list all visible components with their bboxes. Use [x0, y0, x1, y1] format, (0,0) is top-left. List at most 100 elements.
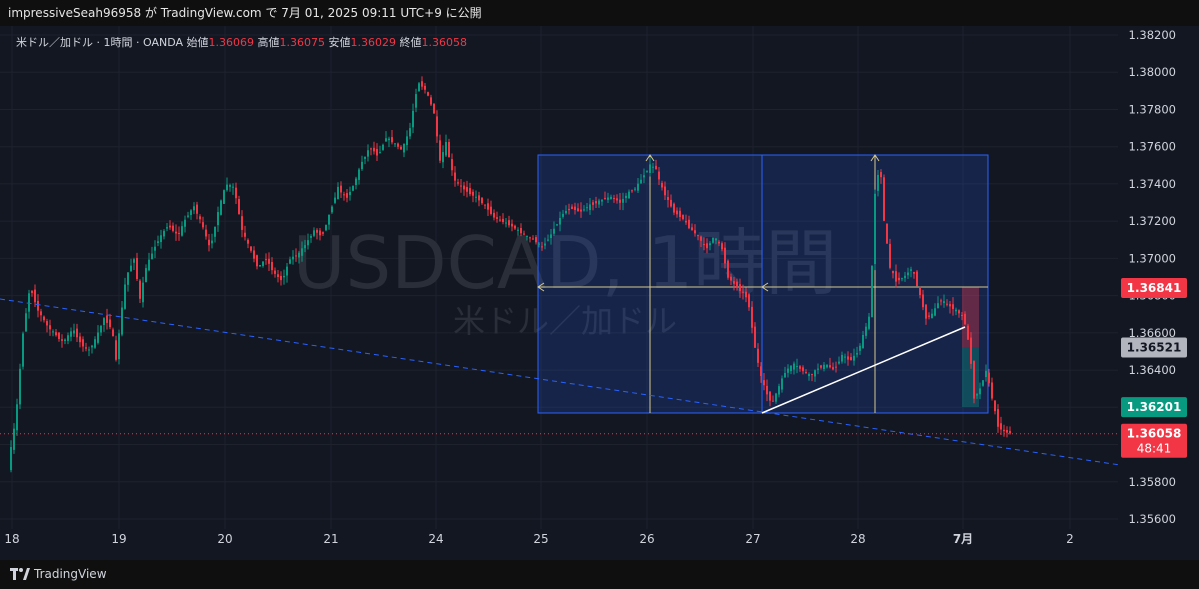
price-label-badge — [1121, 423, 1187, 458]
candle-body — [475, 196, 477, 198]
candle-body — [451, 159, 453, 171]
candle-body — [598, 200, 600, 205]
candle-body — [745, 291, 747, 298]
candle-body — [169, 225, 171, 228]
candle-body — [790, 365, 792, 372]
candle-body — [46, 321, 48, 326]
candle-body — [835, 366, 837, 368]
candle-body — [604, 197, 606, 200]
candle-body — [817, 368, 819, 370]
price-tick-label: 1.38200 — [1128, 28, 1176, 42]
candle-body — [943, 301, 945, 304]
candle-body — [760, 366, 762, 376]
candle-body — [775, 393, 777, 402]
candle-body — [55, 332, 57, 336]
candle-body — [343, 194, 345, 196]
candle-body — [988, 372, 990, 384]
candle-body — [409, 128, 411, 137]
candle-body — [673, 203, 675, 213]
candle-body — [892, 270, 894, 274]
time-tick-label: 7月 — [953, 532, 973, 546]
candle-body — [556, 224, 558, 226]
candle-body — [730, 276, 732, 281]
candle-body — [421, 81, 423, 87]
candle-body — [952, 304, 954, 310]
candle-body — [298, 252, 300, 258]
candle-body — [286, 266, 288, 276]
time-tick-label: 2 — [1066, 532, 1074, 546]
candle-body — [109, 319, 111, 328]
price-chart[interactable]: USDCAD, 1時間 米ドル／加ドル 1.382001.380001.3780… — [0, 26, 1199, 560]
candle-body — [829, 365, 831, 368]
candle-body — [70, 331, 72, 337]
candle-body — [1006, 430, 1008, 433]
candle-body — [688, 219, 690, 229]
candle-body — [442, 152, 444, 163]
candle-body — [979, 388, 981, 395]
candle-body — [316, 229, 318, 233]
candle-body — [748, 294, 750, 308]
candle-body — [499, 219, 501, 221]
high-label: 高値 — [257, 36, 280, 49]
time-tick-label: 20 — [217, 532, 232, 546]
candle-body — [181, 226, 183, 236]
low-label: 安値 — [328, 36, 351, 49]
candle-body — [637, 183, 639, 191]
candle-body — [289, 259, 291, 264]
candle-body — [274, 270, 276, 274]
arrow-up-icon — [645, 154, 655, 162]
candle-body — [457, 182, 459, 184]
candle-body — [904, 275, 906, 279]
candle-body — [742, 291, 744, 293]
candle-body — [418, 83, 420, 92]
candle-body — [31, 290, 33, 293]
candle-body — [916, 271, 918, 287]
candle-body — [586, 207, 588, 209]
candle-body — [34, 289, 36, 303]
candle-body — [106, 315, 108, 323]
candle-body — [610, 196, 612, 200]
overlay-layer[interactable] — [0, 298, 1121, 466]
price-axis[interactable]: 1.38200 1.38000 1.37800 1.37600 1.37400 1.372… — [1118, 26, 1199, 560]
candle-body — [685, 220, 687, 223]
candle-body — [49, 325, 51, 330]
price-label-value: 1.36521 — [1127, 341, 1182, 355]
price-label-value: 1.36841 — [1127, 281, 1182, 295]
high-value: 1.36075 — [279, 36, 326, 49]
candle-body — [820, 365, 822, 368]
candle-body — [682, 214, 684, 220]
candle-body — [601, 199, 603, 202]
candle-body — [868, 316, 870, 329]
candle-body — [724, 247, 726, 264]
candle-body — [700, 236, 702, 241]
candle-body — [328, 214, 330, 225]
candle-body — [925, 304, 927, 319]
candle-body — [73, 330, 75, 334]
candle-body — [706, 243, 708, 249]
candle-body — [469, 188, 471, 195]
candle-body — [478, 195, 480, 201]
candle-body — [241, 216, 243, 230]
candle-body — [751, 306, 753, 328]
candle-body — [910, 269, 912, 271]
candle-body — [484, 204, 486, 206]
tradingview-logo[interactable]: TradingView — [10, 567, 107, 581]
time-axis[interactable]: 18 19 20 21 24 25 26 27 28 7月 2 — [4, 532, 1073, 546]
candle-body — [361, 161, 363, 170]
candle-body — [85, 347, 87, 349]
candle-body — [676, 210, 678, 215]
candle-body — [217, 212, 219, 226]
candle-body — [811, 373, 813, 375]
chart-area[interactable]: USDCAD, 1時間 米ドル／加ドル 1.382001.380001.3780… — [0, 26, 1199, 560]
candle-body — [583, 209, 585, 211]
candle-body — [403, 143, 405, 153]
candle-body — [127, 272, 129, 285]
candle-body — [877, 174, 879, 191]
candle-body — [388, 138, 390, 141]
candle-body — [205, 229, 207, 237]
candle-body — [517, 229, 519, 231]
candle-body — [250, 246, 252, 251]
candle-body — [703, 244, 705, 246]
candle-body — [640, 179, 642, 184]
candle-body — [565, 210, 567, 214]
